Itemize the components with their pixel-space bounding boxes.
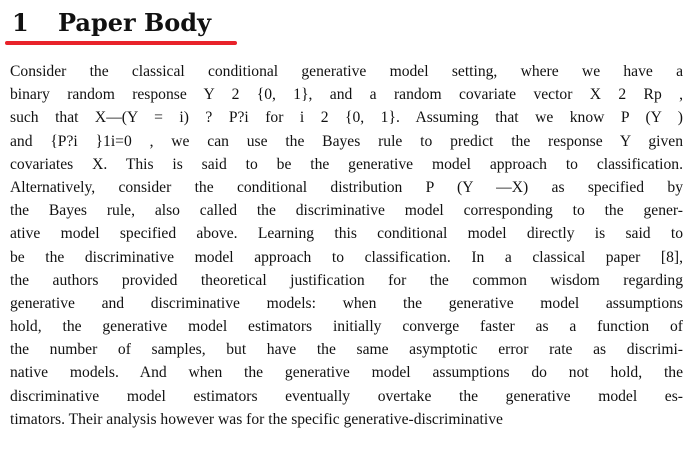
text-line: binary random response Y 2 {0, 1}, and a… (10, 86, 683, 104)
body-paragraph: Consider the classical conditional gener… (10, 60, 683, 431)
text-line: and {P?i }1i=0 , we can use the Bayes ru… (10, 132, 683, 150)
section-number: 1 (12, 8, 29, 37)
text-line: native models. And when the generative m… (10, 364, 683, 382)
text-line: be the discriminative model approach to … (10, 248, 683, 266)
text-line: the number of samples, but have the same… (10, 341, 683, 359)
heading-underline (5, 41, 237, 45)
text-line: such that X—(Y = i) ? P?i for i 2 {0, 1}… (10, 109, 683, 127)
text-line: hold, the generative model estimators in… (10, 318, 683, 336)
section-title: Paper Body (58, 8, 212, 37)
section-heading: 1 Paper Body (12, 6, 211, 40)
text-line: the Bayes rule, also called the discrimi… (10, 202, 683, 220)
text-line: ative model specified above. Learning th… (10, 225, 683, 243)
text-line: Consider the classical conditional gener… (10, 63, 683, 80)
text-line: Alternatively, consider the conditional … (10, 178, 683, 196)
text-line: discriminative model estimators eventual… (10, 387, 683, 405)
text-line: timators. Their analysis however was for… (10, 410, 503, 428)
text-line: the authors provided theoretical justifi… (10, 271, 683, 289)
text-line: covariates X. This is said to be the gen… (10, 155, 683, 173)
text-line: generative and discriminative models: wh… (10, 294, 683, 312)
